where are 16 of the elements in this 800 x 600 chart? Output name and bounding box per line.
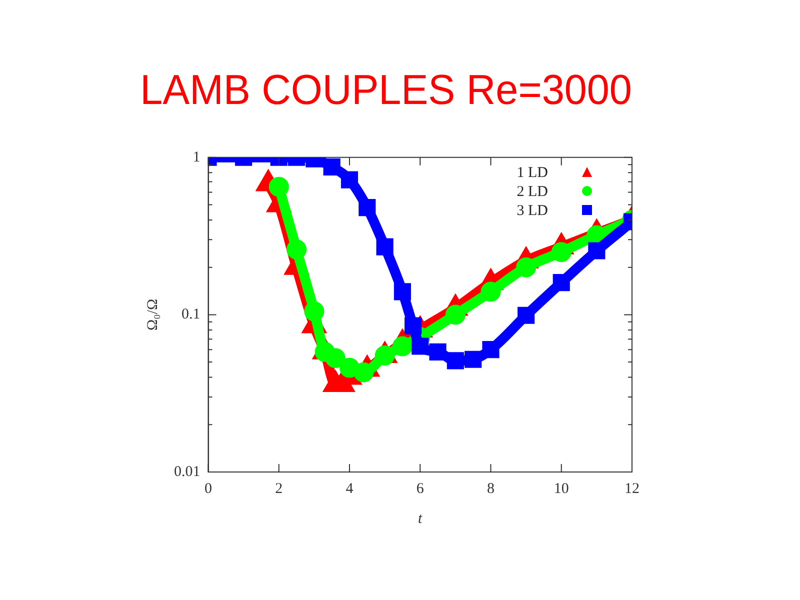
x-tick-label: 0 xyxy=(204,480,212,497)
x-tick-label: 12 xyxy=(624,480,640,497)
x-tick-label: 6 xyxy=(416,480,424,497)
x-tick-label: 8 xyxy=(487,480,494,497)
legend-label: 3 LD xyxy=(516,203,548,220)
x-tick-label: 2 xyxy=(275,480,283,497)
x-tick-label: 4 xyxy=(346,480,354,497)
legend-label: 1 LD xyxy=(516,165,548,182)
x-tick-label: 10 xyxy=(554,480,569,497)
y-tick-label: 1 xyxy=(192,149,200,166)
y-tick-label: 0.01 xyxy=(174,464,200,480)
y-axis-title: Ω₀/Ω xyxy=(144,298,161,331)
y-tick-label: 0.1 xyxy=(182,306,200,323)
x-axis-title: t xyxy=(418,510,424,527)
chart-title: LAMB COUPLES Re=3000 xyxy=(140,66,632,113)
legend-label: 2 LD xyxy=(516,184,548,201)
